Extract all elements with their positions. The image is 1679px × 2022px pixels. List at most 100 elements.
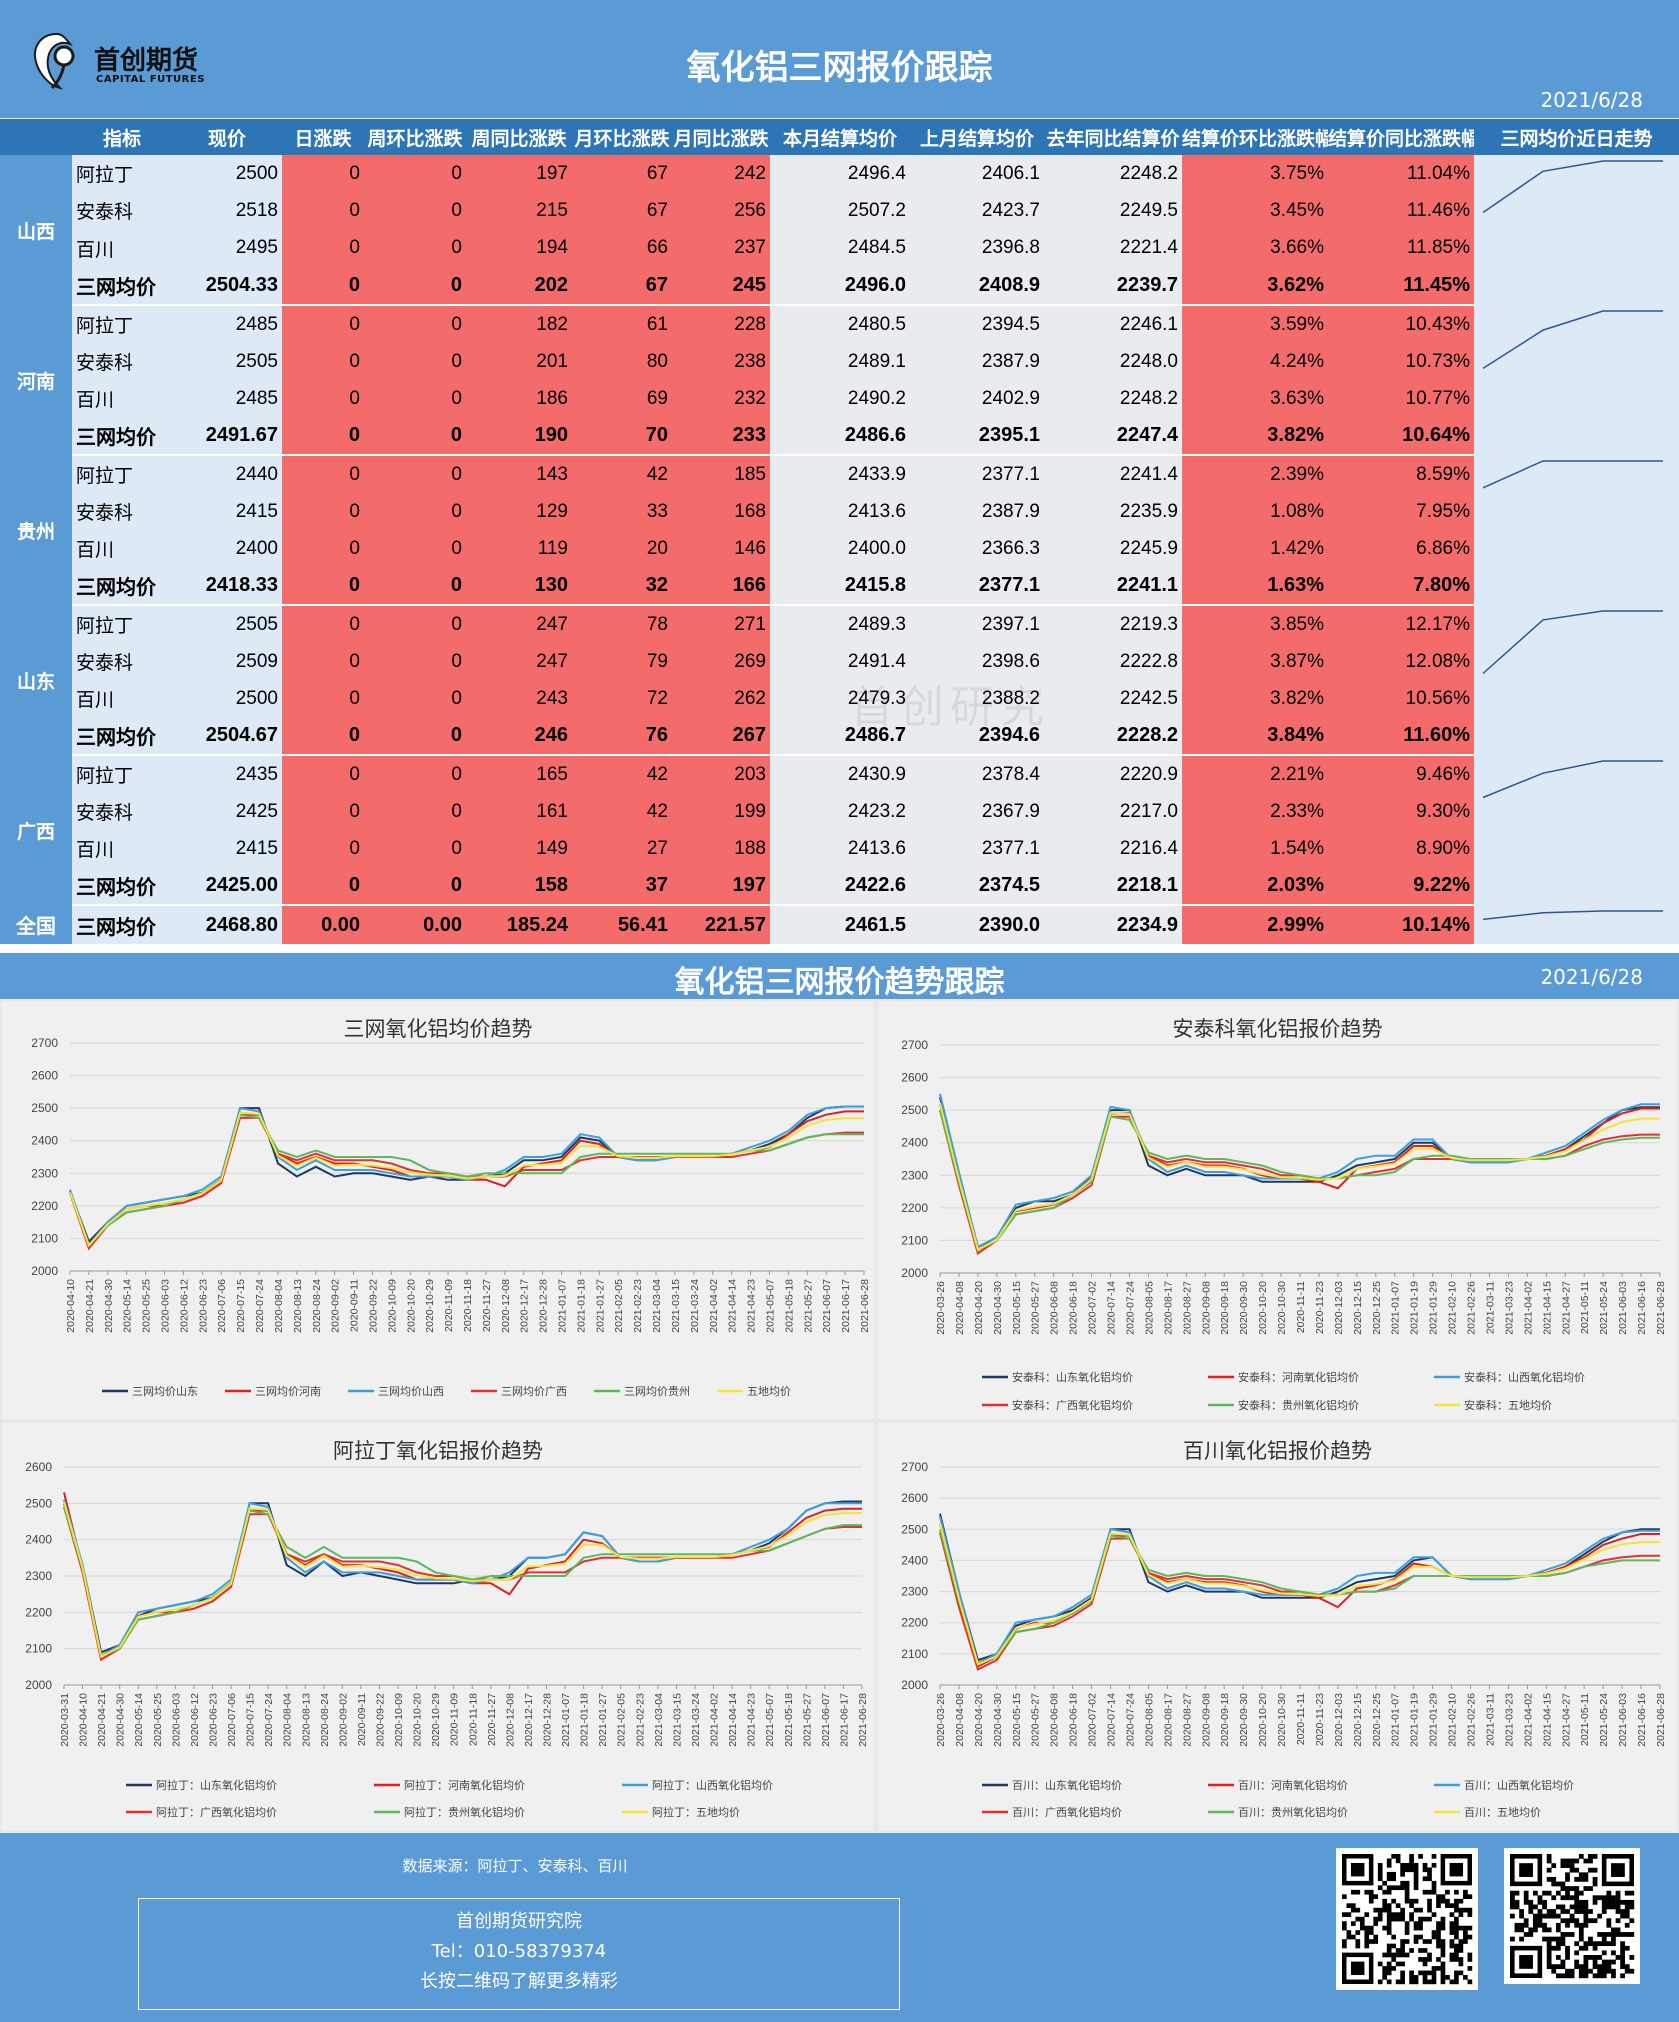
table-cell: 9.22% (1328, 867, 1474, 906)
x-tick-label: 2021-02-26 (1466, 1281, 1478, 1335)
table-cell: 3.82% (1182, 417, 1328, 456)
row-label: 三网均价 (72, 717, 172, 756)
y-tick-label: 2200 (901, 1616, 928, 1630)
x-tick-label: 2021-05-27 (802, 1279, 814, 1333)
table-cell: 2496.4 (770, 155, 910, 193)
x-tick-label: 2021-01-27 (597, 1693, 609, 1747)
x-tick-label: 2021-01-19 (1409, 1693, 1421, 1747)
x-tick-label: 2021-02-05 (616, 1693, 628, 1747)
x-tick-label: 2021-01-07 (557, 1279, 569, 1333)
table-cell: 2484.5 (770, 229, 910, 267)
table-cell: 182 (466, 305, 572, 343)
table-row: 三网均价 2491.67 0 0 190 70 233 2486.6 2395.1 2247.4 3… (0, 417, 1679, 456)
table-cell: 2241.4 (1044, 455, 1182, 493)
qr-code-icon[interactable] (1336, 1848, 1478, 1990)
x-tick-label: 2020-12-17 (519, 1279, 531, 1333)
x-tick-label: 2021-06-03 (1617, 1693, 1629, 1747)
table-cell: 12.08% (1328, 643, 1474, 680)
x-tick-label: 2020-12-15 (1352, 1693, 1364, 1747)
table-cell: 2241.1 (1044, 567, 1182, 606)
x-tick-label: 2020-04-30 (992, 1693, 1004, 1747)
x-tick-label: 2020-04-30 (992, 1281, 1004, 1335)
x-tick-label: 2020-11-18 (467, 1693, 479, 1746)
y-tick-label: 2600 (25, 1460, 52, 1474)
x-tick-label: 2020-08-05 (1143, 1693, 1155, 1747)
legend-label: 百川：山东氧化铝均价 (1012, 1778, 1122, 1792)
table-cell: 2418.33 (172, 567, 282, 606)
legend-label: 百川：河南氧化铝均价 (1238, 1778, 1348, 1792)
table-cell: 42 (572, 793, 672, 830)
table-row: 百川 2495 0 0 194 66 237 2484.5 2396.8 2221.4 3.66% 1… (0, 229, 1679, 267)
x-tick-label: 2020-07-02 (1087, 1281, 1099, 1335)
phone: Tel：010-58379374 (431, 1941, 607, 1962)
x-tick-label: 2020-12-25 (1371, 1281, 1383, 1335)
sparkline (1482, 160, 1663, 214)
table-cell: 72 (572, 680, 672, 717)
table-cell: 6.86% (1328, 530, 1474, 567)
table-cell: 0 (364, 417, 466, 456)
sparkline (1482, 610, 1663, 675)
x-tick-label: 2020-12-28 (542, 1693, 554, 1747)
x-tick-label: 2020-10-09 (393, 1693, 405, 1747)
col-header: 上月结算均价 (910, 119, 1044, 155)
x-tick-label: 2021-02-23 (634, 1693, 646, 1747)
table-cell: 158 (466, 867, 572, 906)
table-cell: 119 (466, 530, 572, 567)
table-cell: 0 (282, 717, 364, 756)
series-line (939, 1529, 1660, 1665)
x-tick-label: 2021-06-28 (859, 1279, 871, 1333)
table-cell: 10.56% (1328, 680, 1474, 717)
x-tick-label: 2021-04-27 (1560, 1281, 1572, 1335)
x-tick-label: 2021-04-14 (727, 1279, 739, 1333)
x-tick-label: 2020-04-20 (973, 1693, 985, 1747)
x-tick-label: 2021-05-18 (783, 1693, 795, 1747)
table-cell: 2378.4 (910, 755, 1044, 793)
table-cell: 161 (466, 793, 572, 830)
x-tick-label: 2020-12-28 (538, 1279, 550, 1333)
x-tick-label: 2021-02-10 (1447, 1693, 1459, 1747)
table-cell: 2402.9 (910, 380, 1044, 417)
table-row: 三网均价 2418.33 0 0 130 32 166 2415.8 2377.1 2241.1 1… (0, 567, 1679, 606)
legend-label: 三网均价广西 (501, 1385, 567, 1398)
chart-antaike-trend: 2700 2600 2500 2400 2300 2200 2100 2000 2020-03-… (901, 1038, 1667, 1412)
table-cell: 2415 (172, 830, 282, 867)
table-cell: 247 (466, 643, 572, 680)
table-cell: 10.14% (1328, 905, 1474, 946)
sparkline-line (1482, 610, 1663, 675)
x-tick-label: 2020-04-21 (96, 1693, 108, 1747)
table-cell: 2491.67 (172, 417, 282, 456)
table-row: 三网均价 2504.33 0 0 202 67 245 2496.0 2408.9 2239.7 3… (0, 266, 1679, 307)
y-tick-label: 2700 (901, 1038, 928, 1052)
x-tick-label: 2020-12-17 (523, 1693, 535, 1747)
x-tick-label: 2020-11-23 (1314, 1693, 1326, 1746)
table-row: 全国 三网均价 2468.80 0.00 0.00 185.24 56.41 221.57 24… (0, 905, 1679, 946)
region-label: 山西 (0, 155, 72, 305)
table-cell: 2423.2 (770, 793, 910, 830)
table-cell: 197 (672, 867, 770, 906)
y-tick-label: 2300 (25, 1569, 52, 1583)
x-tick-label: 2021-04-02 (1522, 1281, 1534, 1335)
contact-box: 首创期货研究院 Tel：010-58379374 长按二维码了解更多精彩 (138, 1898, 900, 2010)
table-row: 贵州 阿拉丁 2440 0 0 143 42 185 2433.9 2377.1 2241.4 2.3… (0, 455, 1679, 605)
table-cell: 0 (364, 493, 466, 530)
x-tick-label: 2021-02-10 (1447, 1281, 1459, 1335)
x-tick-label: 2020-09-11 (349, 1279, 361, 1332)
capital-futures-logo-icon (34, 32, 75, 90)
x-tick-label: 2020-12-08 (500, 1279, 512, 1333)
y-tick-label: 2400 (901, 1553, 928, 1567)
x-tick-label: 2020-09-08 (1200, 1281, 1212, 1335)
table-cell: 3.45% (1182, 192, 1328, 230)
table-cell: 146 (672, 530, 770, 567)
table-cell: 2406.1 (910, 155, 1044, 193)
col-header: 周环比涨跌 (364, 119, 466, 155)
table-cell: 0 (282, 229, 364, 267)
x-tick-label: 2021-05-18 (783, 1279, 795, 1333)
table-cell: 2.33% (1182, 793, 1328, 830)
x-tick-label: 2021-03-23 (1503, 1693, 1515, 1747)
table-cell: 9.30% (1328, 793, 1474, 830)
qr-code-icon[interactable] (1504, 1848, 1640, 1984)
table-cell: 262 (672, 680, 770, 717)
x-tick-label: 2021-06-03 (1617, 1281, 1629, 1335)
x-tick-label: 2020-08-17 (1162, 1693, 1174, 1747)
x-tick-label: 2021-05-24 (1598, 1693, 1610, 1747)
